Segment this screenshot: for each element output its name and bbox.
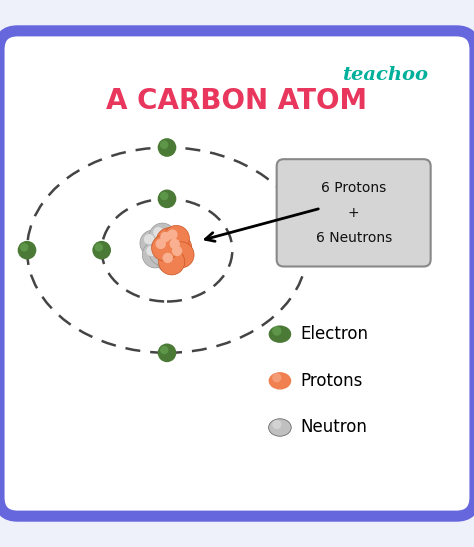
Circle shape: [300, 243, 309, 252]
FancyBboxPatch shape: [277, 159, 431, 266]
Circle shape: [18, 241, 36, 259]
Circle shape: [160, 192, 168, 200]
Circle shape: [272, 373, 282, 382]
Circle shape: [163, 234, 173, 245]
FancyBboxPatch shape: [0, 31, 474, 516]
Circle shape: [92, 241, 111, 259]
Circle shape: [155, 238, 166, 249]
Circle shape: [153, 227, 164, 237]
Circle shape: [140, 230, 166, 256]
Circle shape: [298, 241, 316, 259]
Circle shape: [172, 246, 182, 256]
Text: teachoo: teachoo: [342, 66, 428, 84]
Circle shape: [158, 189, 176, 208]
Circle shape: [144, 234, 155, 245]
Ellipse shape: [269, 372, 291, 389]
Circle shape: [20, 243, 28, 252]
Circle shape: [156, 247, 182, 272]
Circle shape: [167, 229, 178, 240]
Circle shape: [152, 235, 178, 261]
Circle shape: [163, 253, 173, 263]
Circle shape: [153, 243, 164, 254]
Circle shape: [272, 327, 282, 336]
Text: 6 Protons
+
6 Neutrons: 6 Protons + 6 Neutrons: [316, 181, 392, 245]
Circle shape: [163, 225, 190, 252]
Circle shape: [160, 251, 171, 261]
Circle shape: [158, 138, 176, 157]
Circle shape: [159, 249, 185, 275]
Circle shape: [142, 242, 168, 268]
Text: A CARBON ATOM: A CARBON ATOM: [107, 87, 367, 115]
Circle shape: [272, 420, 282, 429]
Text: Electron: Electron: [301, 325, 368, 343]
Circle shape: [170, 238, 180, 249]
Circle shape: [159, 230, 185, 256]
Circle shape: [158, 344, 176, 362]
Ellipse shape: [269, 325, 291, 343]
Circle shape: [149, 240, 175, 265]
Circle shape: [168, 242, 194, 268]
Circle shape: [149, 223, 175, 249]
Circle shape: [160, 346, 168, 354]
Circle shape: [165, 235, 192, 261]
Circle shape: [160, 141, 168, 149]
Text: Neutron: Neutron: [301, 418, 367, 437]
Ellipse shape: [269, 419, 291, 436]
Text: Protons: Protons: [301, 372, 363, 390]
Circle shape: [156, 228, 182, 254]
Circle shape: [160, 232, 171, 242]
Circle shape: [95, 243, 103, 252]
Circle shape: [146, 246, 156, 256]
